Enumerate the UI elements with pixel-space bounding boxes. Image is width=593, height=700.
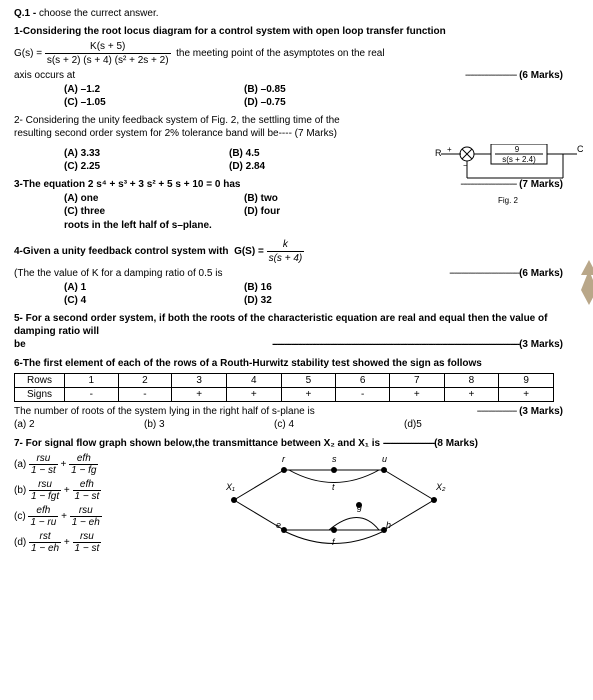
- sfg-diagram: X₁ r s u X₂ e f h g t: [214, 450, 464, 550]
- q2-optA: (A) 3.33: [64, 148, 229, 159]
- q4-marks: ------------------------------(6 Marks): [449, 267, 563, 280]
- q7-optc: (c) efh1 − ru + rsu1 − eh: [14, 505, 214, 528]
- q4-stem-a: 4-Given a unity feedback control system …: [14, 246, 229, 257]
- q4-optC: (C) 4: [64, 295, 244, 306]
- q7: 7- For signal flow graph shown below,the…: [14, 437, 579, 557]
- q-header: Q.1 - choose the currect answer.: [14, 8, 579, 19]
- table-row: Signs --+++-+++: [15, 388, 554, 402]
- q1-gs: G(s) =: [14, 48, 42, 59]
- q1-optC: (C) –1.05: [64, 97, 244, 108]
- q7-stem: 7- For signal flow graph shown below,the…: [14, 438, 380, 449]
- svg-text:g: g: [357, 502, 362, 512]
- q1-tf: K(s + 5) s(s + 2) (s + 4) (s² + 2s + 2): [45, 40, 171, 67]
- svg-text:X₂: X₂: [435, 482, 446, 492]
- q6-optd: (d)5: [404, 418, 534, 431]
- q4-gs: G(S) =: [234, 246, 264, 257]
- q6-tail: The number of roots of the system lying …: [14, 406, 315, 417]
- q3-tail: roots in the left half of s–plane.: [64, 219, 579, 232]
- q4-stem-b: (The the value of K for a damping ratio …: [14, 268, 222, 279]
- q3-stem: 3-The equation 2 s⁴ + s³ + 3 s² + 5 s + …: [14, 179, 240, 190]
- q4: 4-Given a unity feedback control system …: [14, 238, 579, 306]
- q3-optB: (B) two: [244, 193, 424, 204]
- q7-opta: (a) rsu1 − st + efh1 − fg: [14, 453, 214, 476]
- q1-stem-b: the meeting point of the asymptotes on t…: [176, 48, 384, 59]
- q2-stem-b: resulting second order system for 2% tol…: [14, 127, 394, 140]
- table-row: Rows 123456789: [15, 374, 554, 388]
- side-decor: [579, 260, 593, 330]
- svg-text:s(s + 2.4): s(s + 2.4): [502, 155, 536, 164]
- q7-optb: (b) rsu1 − fgt + efh1 − st: [14, 479, 214, 502]
- svg-text:f: f: [332, 537, 336, 547]
- q7-options: (a) rsu1 − st + efh1 − fg (b) rsu1 − fgt…: [14, 450, 214, 557]
- q1-optD: (D) –0.75: [244, 97, 424, 108]
- q-label: Q.1 -: [14, 8, 36, 19]
- q6-marks: ----------------- (3 Marks): [477, 405, 563, 418]
- svg-text:r: r: [282, 454, 286, 464]
- q-text: choose the currect answer.: [39, 8, 159, 19]
- q2: 2- Considering the unity feedback system…: [14, 114, 394, 172]
- svg-text:C: C: [577, 144, 583, 154]
- q7-optd: (d) rst1 − eh + rsu1 − st: [14, 531, 214, 554]
- q4-optD: (D) 32: [244, 295, 424, 306]
- q6: 6-The first element of each of the rows …: [14, 357, 579, 431]
- q5-stem-b: be: [14, 339, 26, 350]
- q4-optA: (A) 1: [64, 282, 244, 293]
- q3: 3-The equation 2 s⁴ + s³ + 3 s² + 5 s + …: [14, 178, 579, 232]
- q2-optD: (D) 2.84: [229, 161, 394, 172]
- q1: 1-Considering the root locus diagram for…: [14, 25, 579, 108]
- svg-text:t: t: [332, 482, 335, 492]
- routh-table: Rows 123456789 Signs --+++-+++: [14, 373, 554, 402]
- q1-optB: (B) –0.85: [244, 84, 424, 95]
- svg-text:e: e: [276, 520, 281, 530]
- q3-optD: (D) four: [244, 206, 424, 217]
- q3-optC: (C) three: [64, 206, 244, 217]
- q1-marks: ---------------------- (6 Marks): [465, 69, 563, 82]
- q6-optc: (c) 4: [274, 418, 404, 431]
- q6-opta: (a) 2: [14, 418, 144, 431]
- q6-optb: (b) 3: [144, 418, 274, 431]
- q5-marks: ----------------------------------------…: [272, 338, 563, 351]
- q2-optC: (C) 2.25: [64, 161, 229, 172]
- q5-stem-a: 5- For a second order system, if both th…: [14, 312, 579, 338]
- svg-text:R: R: [435, 148, 442, 158]
- q4-tf: k s(s + 4): [267, 238, 305, 265]
- q4-optB: (B) 16: [244, 282, 424, 293]
- svg-text:X₁: X₁: [225, 482, 235, 492]
- q6-stem: 6-The first element of each of the rows …: [14, 357, 579, 370]
- q2-stem-a: 2- Considering the unity feedback system…: [14, 114, 394, 127]
- q1-optA: (A) –1.2: [64, 84, 244, 95]
- svg-text:s: s: [332, 454, 337, 464]
- q1-stem-c: axis occurs at: [14, 70, 75, 81]
- q2-optB: (B) 4.5: [229, 148, 394, 159]
- q3-marks: ------------------------ (7 Marks): [460, 178, 563, 191]
- svg-text:h: h: [386, 520, 391, 530]
- q5: 5- For a second order system, if both th…: [14, 312, 579, 351]
- svg-text:9: 9: [515, 145, 520, 154]
- q3-optA: (A) one: [64, 193, 244, 204]
- q7-marks: (8 Marks): [434, 438, 478, 449]
- svg-text:+: +: [447, 145, 452, 154]
- q1-stem-a: 1-Considering the root locus diagram for…: [14, 25, 579, 38]
- svg-text:u: u: [382, 454, 387, 464]
